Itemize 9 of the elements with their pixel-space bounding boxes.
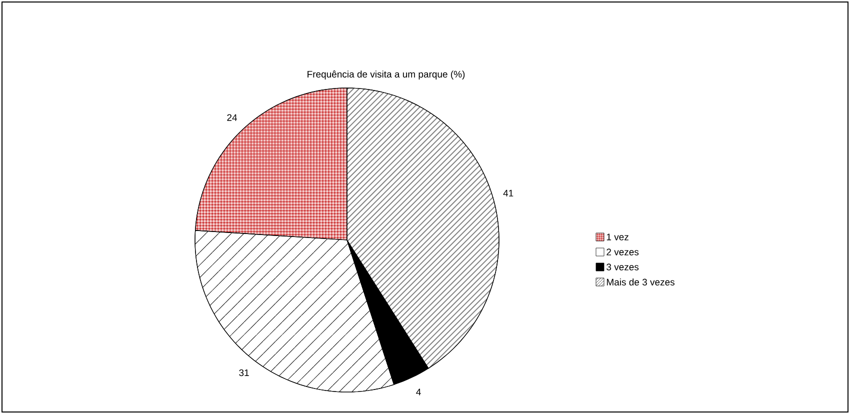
data-label: 4 (416, 388, 421, 396)
legend-label: 3 vezes (606, 264, 639, 270)
legend-label: 1 vez (606, 234, 628, 240)
legend-label: 2 vezes (606, 248, 639, 256)
legend-label: Mais de 3 vezes (606, 278, 674, 286)
data-label: 24 (227, 114, 238, 121)
data-label: 41 (503, 190, 514, 196)
data-label: 31 (239, 369, 249, 376)
chart-title: Frequência de visita a um parque (%) (308, 70, 465, 80)
